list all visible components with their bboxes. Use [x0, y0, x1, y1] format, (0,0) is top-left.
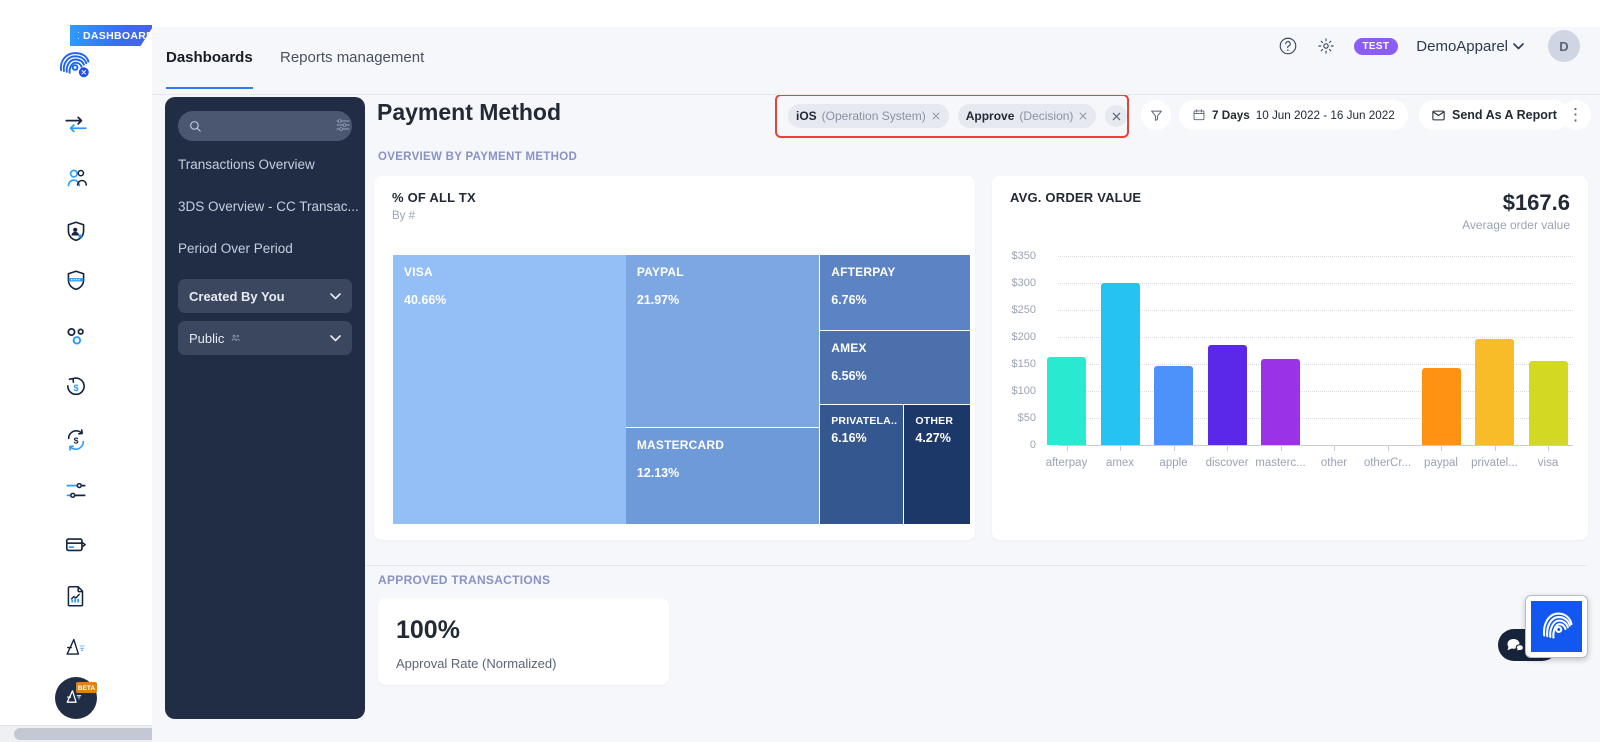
svg-text:$: $ [73, 383, 78, 393]
svg-text:BETA: BETA [78, 685, 96, 692]
svg-text:$: $ [74, 435, 79, 445]
